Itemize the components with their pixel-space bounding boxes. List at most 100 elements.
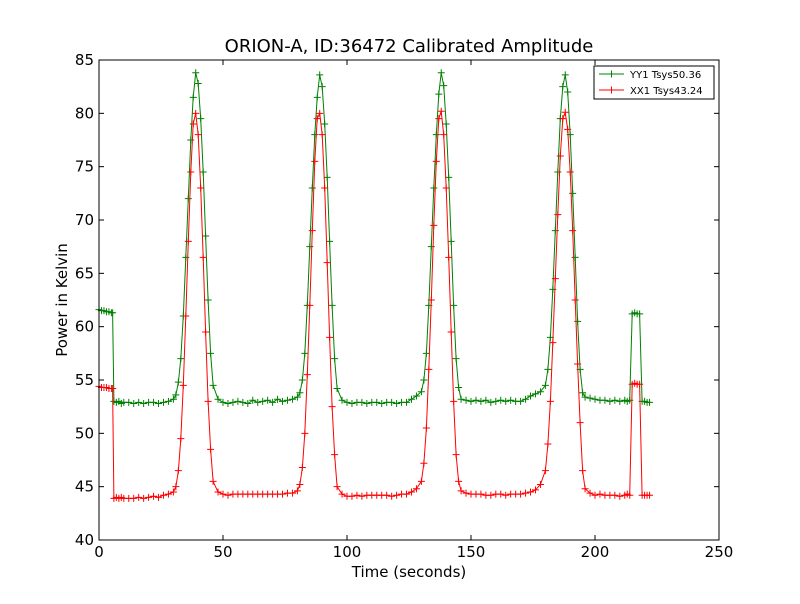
data-point — [207, 445, 215, 453]
data-point — [194, 131, 202, 139]
data-point — [229, 398, 237, 406]
data-point — [417, 388, 425, 396]
data-point — [455, 477, 463, 485]
data-point — [298, 463, 306, 471]
data-point — [140, 399, 148, 407]
data-point — [487, 491, 495, 499]
data-point — [130, 494, 138, 502]
legend-marker — [608, 86, 615, 94]
data-point — [343, 398, 351, 406]
data-point — [199, 168, 207, 176]
data-point — [378, 399, 386, 407]
data-point — [544, 365, 552, 373]
data-point — [407, 488, 415, 496]
data-point — [522, 489, 530, 497]
data-point — [561, 108, 569, 116]
data-point — [135, 398, 143, 406]
data-point — [591, 491, 599, 499]
data-point — [393, 491, 401, 499]
series-layer — [95, 69, 654, 502]
data-point — [177, 355, 185, 363]
data-point — [403, 398, 411, 406]
data-point — [437, 69, 445, 77]
data-point — [388, 398, 396, 406]
data-point — [159, 491, 167, 499]
data-point — [155, 399, 163, 407]
data-point — [177, 435, 185, 443]
data-point — [482, 396, 490, 404]
data-point — [308, 184, 316, 192]
data-point — [487, 398, 495, 406]
plot-frame — [98, 59, 720, 541]
legend-item: YY1 Tsys50.36 — [599, 70, 701, 81]
data-point — [581, 393, 589, 401]
y-tick-label: 65 — [75, 264, 94, 282]
x-tick-label: 250 — [705, 543, 734, 561]
data-point — [541, 467, 549, 475]
data-point — [403, 490, 411, 498]
data-point — [422, 424, 430, 432]
data-point — [412, 485, 420, 493]
y-tick-label: 60 — [75, 318, 94, 336]
data-point — [507, 396, 515, 404]
data-point — [109, 385, 117, 393]
data-point — [571, 253, 579, 261]
data-point — [172, 391, 180, 399]
x-axis-label: Time (seconds) — [351, 563, 467, 581]
data-point — [184, 195, 192, 203]
data-point — [554, 211, 562, 219]
data-point — [425, 365, 433, 373]
data-point — [564, 88, 572, 96]
data-point — [541, 381, 549, 389]
data-point — [440, 82, 448, 90]
data-point — [331, 451, 339, 459]
data-point — [348, 399, 356, 407]
data-point — [559, 83, 567, 91]
data-point — [296, 389, 304, 397]
data-point — [279, 397, 287, 405]
data-point — [586, 489, 594, 497]
data-point — [311, 131, 319, 139]
data-point — [169, 395, 177, 403]
data-point — [611, 491, 619, 499]
data-point — [197, 115, 205, 123]
data-point — [323, 259, 331, 267]
data-point — [301, 349, 309, 357]
data-point — [616, 492, 624, 500]
data-point — [192, 69, 200, 77]
data-point — [264, 396, 272, 404]
x-tick-label: 50 — [213, 543, 232, 561]
data-point — [254, 398, 262, 406]
data-point — [554, 168, 562, 176]
legend-label: YY1 Tsys50.36 — [629, 70, 701, 81]
data-point — [288, 489, 296, 497]
data-point — [169, 488, 177, 496]
data-point — [556, 152, 564, 160]
data-point — [492, 397, 500, 405]
legend-box — [593, 65, 715, 100]
data-point — [450, 301, 458, 309]
data-point — [150, 398, 158, 406]
data-point — [626, 491, 634, 499]
data-point — [316, 71, 324, 79]
data-point — [616, 397, 624, 405]
data-point — [150, 492, 158, 500]
data-point — [202, 232, 210, 240]
data-point — [202, 328, 210, 336]
data-point — [135, 493, 143, 501]
data-point — [447, 237, 455, 245]
data-point — [313, 115, 321, 123]
data-point — [318, 83, 326, 91]
data-point — [571, 296, 579, 304]
y-axis-label: Power in Kelvin — [53, 243, 71, 357]
data-point — [437, 107, 445, 115]
data-point — [358, 492, 366, 500]
data-point — [318, 131, 326, 139]
data-point — [544, 440, 552, 448]
data-point — [189, 93, 197, 101]
data-point — [333, 483, 341, 491]
data-point — [467, 397, 475, 405]
data-point — [204, 397, 212, 405]
data-point — [435, 90, 443, 98]
data-point — [214, 488, 222, 496]
